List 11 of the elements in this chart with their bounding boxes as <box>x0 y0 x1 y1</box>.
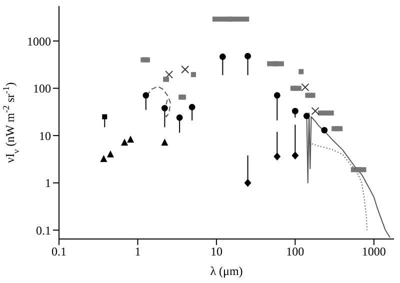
y-tick-label: 100 <box>33 82 51 96</box>
y-tick-label: 1000 <box>27 34 51 48</box>
y-tick-label: 10 <box>39 128 51 143</box>
x-tick-label: 1000 <box>362 244 386 259</box>
x-tick-label: 100 <box>286 244 304 259</box>
x-tick-label: 10 <box>210 244 222 259</box>
y-tick-label: 0.1 <box>36 223 51 238</box>
x-axis-title: λ (μm) <box>210 264 243 278</box>
x-tick-label: 0.1 <box>52 244 66 259</box>
x-tick-label: 1 <box>134 244 141 259</box>
y-tick-label: 1 <box>45 176 51 190</box>
